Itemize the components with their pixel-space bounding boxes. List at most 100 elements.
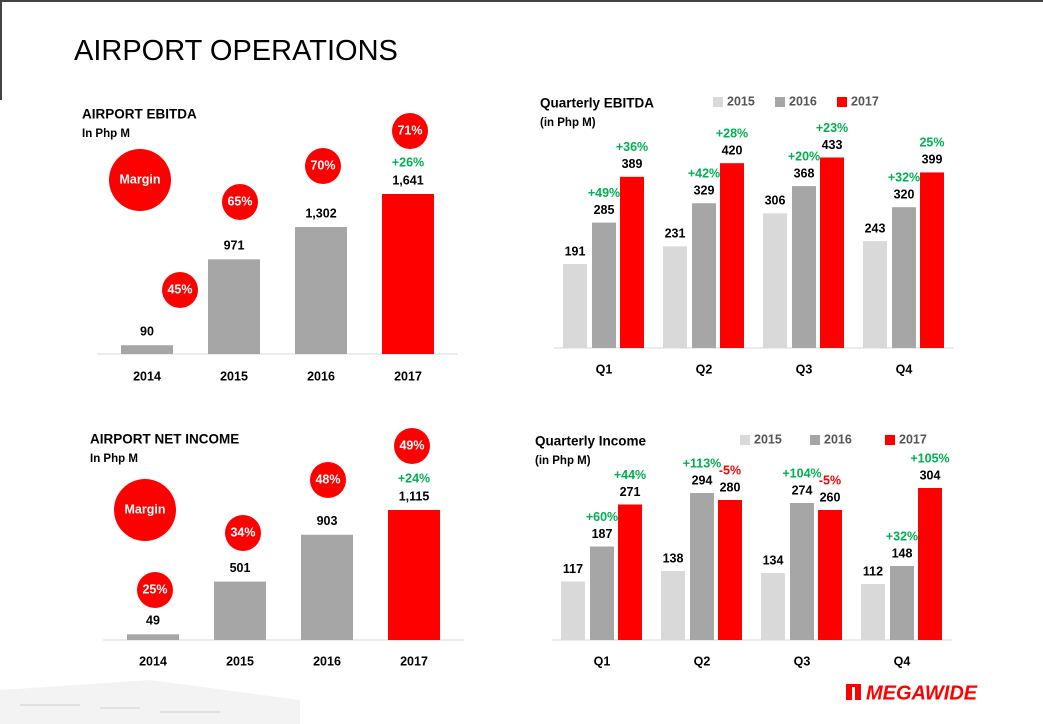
margin-label: 45% <box>167 282 192 296</box>
chart-subtitle: In Php M <box>90 453 138 465</box>
growth-label: +26% <box>392 155 424 169</box>
legend-swatch <box>810 435 820 445</box>
margin-label: 65% <box>227 194 252 208</box>
bar <box>620 176 644 348</box>
chart-subtitle: (in Php M) <box>535 455 591 467</box>
growth-label: -5% <box>719 463 741 477</box>
growth-label: +28% <box>716 126 748 140</box>
value-label: 280 <box>720 480 741 494</box>
value-label: 1,302 <box>305 206 336 220</box>
growth-label: +60% <box>586 510 618 524</box>
value-label: 329 <box>694 184 715 198</box>
value-label: 320 <box>894 187 915 201</box>
margin-circle <box>162 272 198 308</box>
category-label: 2016 <box>313 654 341 668</box>
bar <box>820 157 844 348</box>
bar <box>663 246 687 348</box>
value-label: 971 <box>224 239 245 253</box>
value-label: 294 <box>692 473 713 487</box>
value-label: 368 <box>794 166 815 180</box>
legend-swatch <box>713 97 723 107</box>
bar <box>127 634 179 640</box>
bar <box>690 493 714 640</box>
logo: MEGAWIDE <box>846 682 978 704</box>
category-label: Q2 <box>696 362 713 376</box>
margin-title: Margin <box>125 502 166 516</box>
value-label: 501 <box>230 561 251 575</box>
value-label: 271 <box>620 485 641 499</box>
chart-title: Quarterly Income <box>535 434 647 449</box>
bar <box>692 203 716 348</box>
bar <box>618 504 642 640</box>
legend-label: 2015 <box>754 432 782 446</box>
value-label: 187 <box>592 527 613 541</box>
slide-title: AIRPORT OPERATIONS <box>74 35 398 67</box>
value-label: 274 <box>792 483 813 497</box>
bar <box>563 263 587 348</box>
category-label: Q3 <box>794 654 811 668</box>
bar <box>661 571 685 640</box>
growth-label: +32% <box>888 170 920 184</box>
bar <box>382 194 434 354</box>
bar <box>890 566 914 640</box>
growth-label: -5% <box>819 473 841 487</box>
value-label: 260 <box>820 490 841 504</box>
margin-circle <box>225 515 261 551</box>
growth-label: +49% <box>588 186 620 200</box>
category-label: 2014 <box>139 654 167 668</box>
bar <box>720 163 744 348</box>
value-label: 433 <box>822 138 843 152</box>
bar <box>920 172 944 348</box>
margin-label: 70% <box>310 158 335 172</box>
margin-label: 49% <box>399 438 424 452</box>
margin-label: 25% <box>142 582 167 596</box>
value-label: 148 <box>892 546 913 560</box>
value-label: 304 <box>920 468 941 482</box>
growth-label: +32% <box>886 529 918 543</box>
value-label: 285 <box>594 203 615 217</box>
category-label: 2015 <box>220 369 248 383</box>
value-label: 903 <box>317 514 338 528</box>
chart-title: Quarterly EBITDA <box>540 96 654 111</box>
logo-text: MEGAWIDE <box>866 682 978 704</box>
bar <box>592 222 616 348</box>
category-label: Q4 <box>896 362 913 376</box>
value-label: 420 <box>722 143 743 157</box>
bar <box>892 207 916 348</box>
bar <box>863 241 887 348</box>
value-label: 90 <box>140 325 154 339</box>
bar <box>590 546 614 640</box>
value-label: 112 <box>863 564 883 578</box>
bar <box>121 345 173 354</box>
bar <box>301 534 353 640</box>
bar <box>792 186 816 348</box>
category-label: 2016 <box>307 369 335 383</box>
bar <box>388 509 440 640</box>
category-label: Q1 <box>596 362 613 376</box>
margin-label: 48% <box>315 472 340 486</box>
category-label: 2017 <box>400 654 428 668</box>
legend-label: 2017 <box>851 94 879 108</box>
margin-circle <box>222 184 258 220</box>
value-label: 117 <box>563 562 583 576</box>
chart-title: AIRPORT NET INCOME <box>90 432 239 447</box>
growth-label: +23% <box>816 121 848 135</box>
value-label: 134 <box>763 553 784 567</box>
margin-badge <box>109 149 171 211</box>
margin-badge <box>114 479 176 541</box>
category-label: 2015 <box>226 654 254 668</box>
value-label: 243 <box>865 221 886 235</box>
value-label: 191 <box>565 244 586 258</box>
margin-circle <box>392 113 428 149</box>
chart-subtitle: (in Php M) <box>540 117 596 129</box>
legend-label: 2016 <box>824 432 852 446</box>
footer-decoration <box>0 680 300 724</box>
value-label: 49 <box>146 614 160 628</box>
legend-swatch <box>885 435 895 445</box>
value-label: 389 <box>622 157 643 171</box>
margin-label: 34% <box>230 525 255 539</box>
growth-label: +44% <box>614 468 646 482</box>
bar <box>763 213 787 348</box>
margin-title: Margin <box>120 172 161 186</box>
